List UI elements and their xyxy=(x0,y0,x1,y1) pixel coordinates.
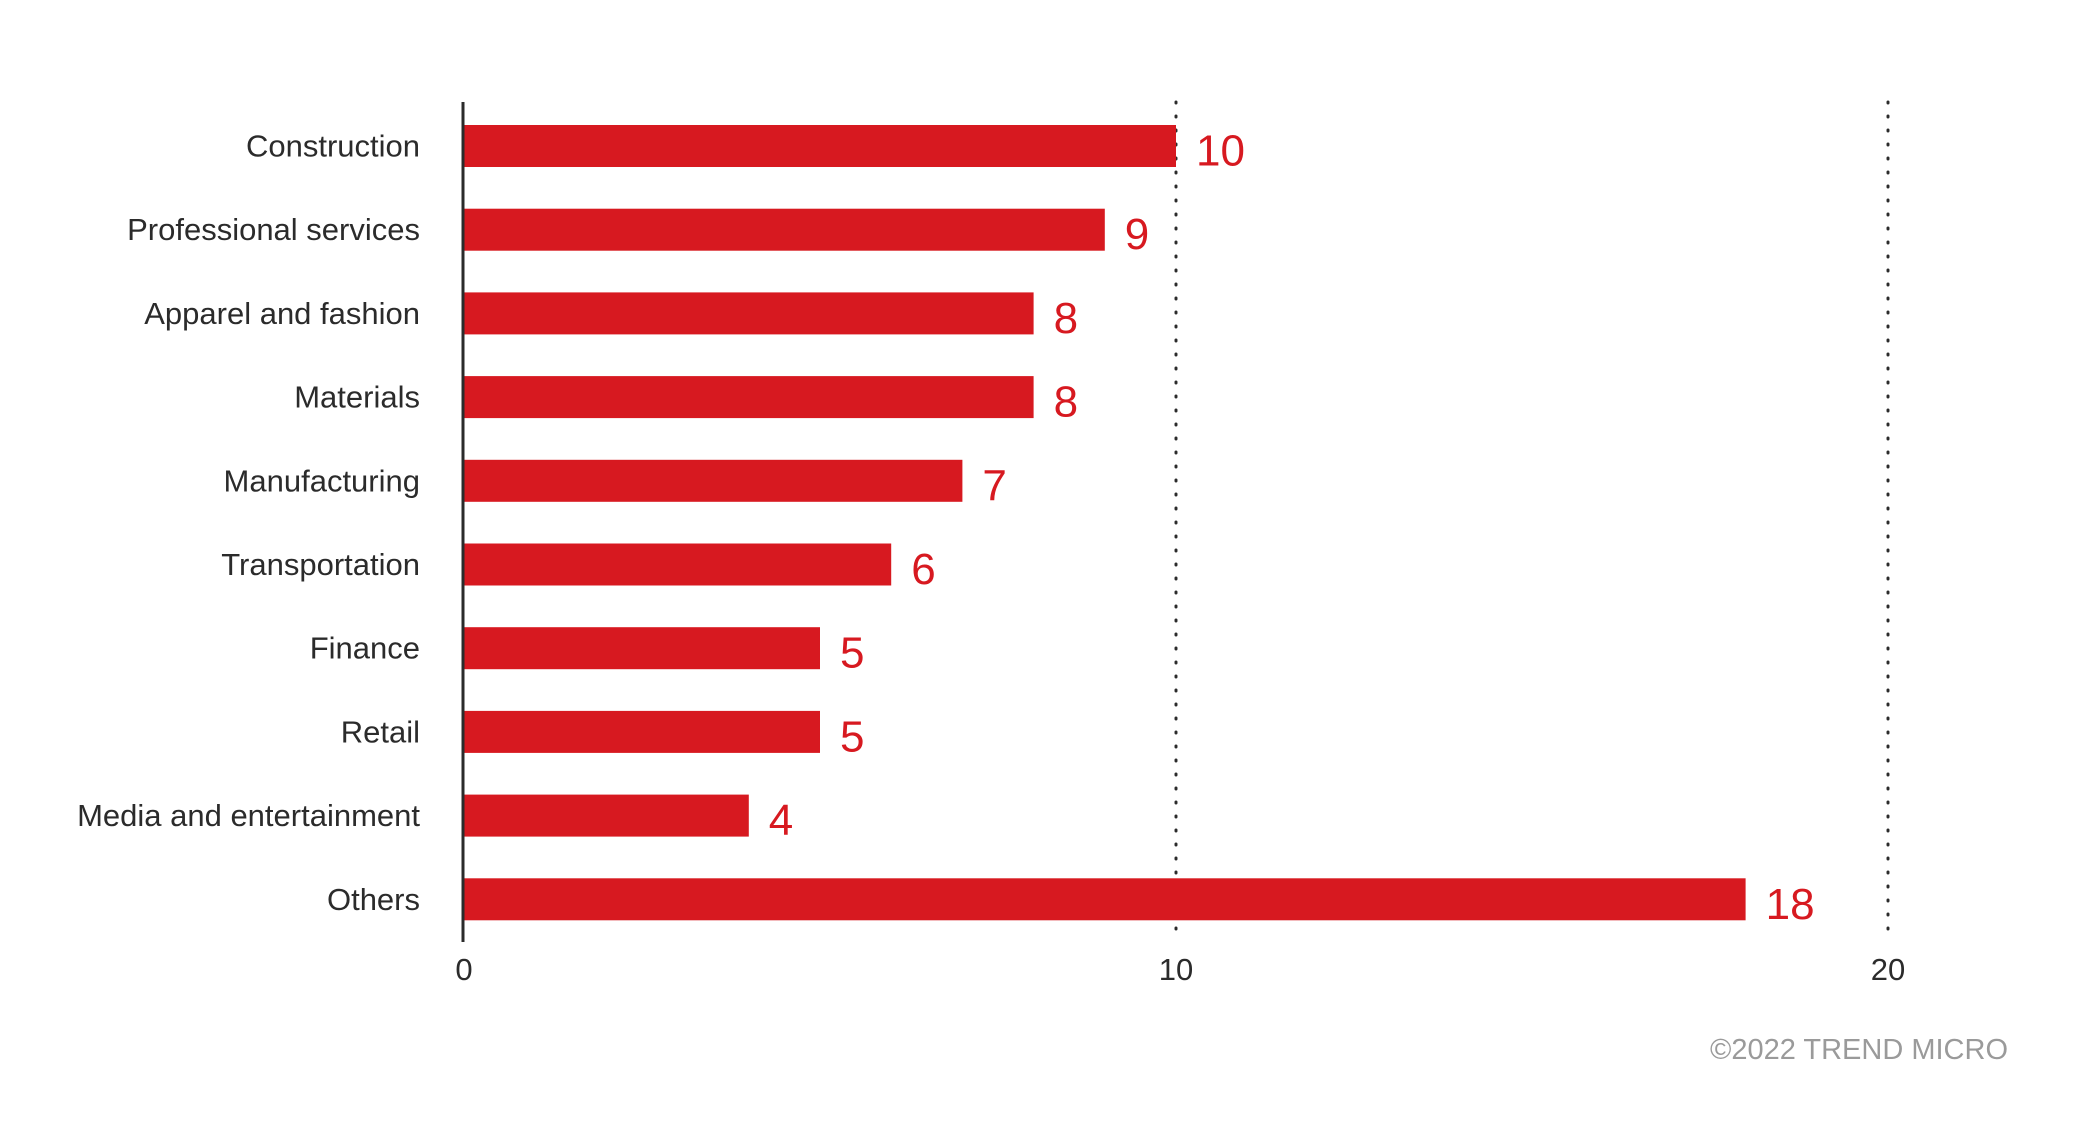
x-tick-label-0: 0 xyxy=(455,952,472,987)
value-label-media-and-entertainment: 4 xyxy=(769,796,793,845)
bar-construction xyxy=(464,125,1176,167)
category-label-others: Others xyxy=(327,882,420,917)
category-label-transportation: Transportation xyxy=(221,547,420,582)
value-label-professional-services: 9 xyxy=(1125,210,1149,259)
bar-apparel-and-fashion xyxy=(464,292,1034,335)
category-label-materials: Materials xyxy=(294,380,420,415)
bar-others xyxy=(464,878,1746,921)
bar-materials xyxy=(464,376,1034,419)
category-label-apparel-and-fashion: Apparel and fashion xyxy=(144,296,420,331)
x-tick-label-10: 10 xyxy=(1159,952,1193,987)
x-axis-tick-labels: 0 10 20 xyxy=(455,952,1905,987)
bar-manufacturing xyxy=(464,459,963,502)
category-label-professional-services: Professional services xyxy=(127,212,420,247)
bar-media-and-entertainment xyxy=(464,794,749,837)
x-tick-label-20: 20 xyxy=(1871,952,1905,987)
value-label-manufacturing: 7 xyxy=(982,461,1006,510)
value-label-construction: 10 xyxy=(1196,127,1245,176)
copyright-credit: ©2022 TREND MICRO xyxy=(1709,1034,2008,1066)
category-labels: Construction Professional services Apparel… xyxy=(77,129,420,917)
bar-finance xyxy=(464,627,820,670)
value-label-materials: 8 xyxy=(1054,378,1078,427)
value-label-apparel-and-fashion: 8 xyxy=(1054,294,1078,343)
category-label-retail: Retail xyxy=(341,714,420,749)
category-label-media-and-entertainment: Media and entertainment xyxy=(77,798,420,833)
bar-professional-services xyxy=(464,208,1105,251)
bars xyxy=(464,125,1746,921)
category-label-construction: Construction xyxy=(246,129,420,164)
gridlines xyxy=(1174,100,1890,944)
category-label-manufacturing: Manufacturing xyxy=(224,463,420,498)
bar-transportation xyxy=(464,543,892,586)
category-label-finance: Finance xyxy=(310,631,420,666)
value-label-finance: 5 xyxy=(840,629,864,678)
value-label-others: 18 xyxy=(1766,880,1815,929)
value-label-retail: 5 xyxy=(840,712,864,761)
value-label-transportation: 6 xyxy=(911,545,935,594)
bar-retail xyxy=(464,710,820,753)
